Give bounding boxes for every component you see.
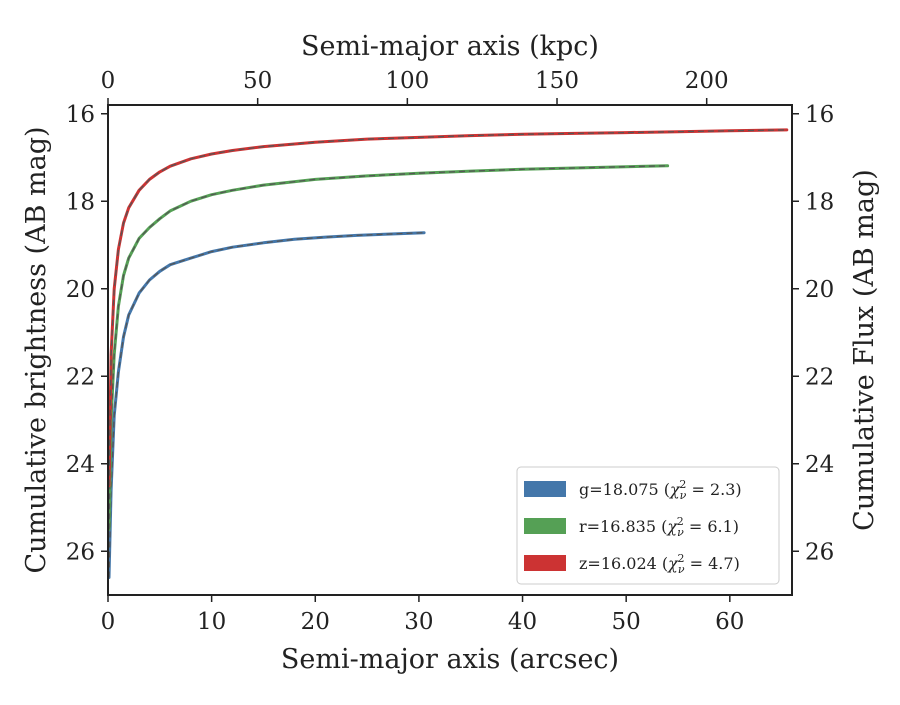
right-y-axis-title: Cumulative Flux (AB mag) xyxy=(849,169,880,531)
top-x-tick-label: 50 xyxy=(243,68,272,94)
y-axis-title: Cumulative brightness (AB mag) xyxy=(21,126,52,573)
x-tick-label: 60 xyxy=(715,609,744,635)
top-x-tick-label: 100 xyxy=(385,68,429,94)
plot-area xyxy=(107,128,789,579)
x-tick-label: 0 xyxy=(101,609,116,635)
plot-frame xyxy=(107,104,793,596)
model-line-g xyxy=(108,232,425,578)
right-y-tick-label: 26 xyxy=(805,539,834,565)
x-tick-label: 50 xyxy=(612,609,641,635)
y-tick-label: 26 xyxy=(66,539,95,565)
y-tick-label: 24 xyxy=(66,452,95,478)
legend-swatch-z xyxy=(524,555,566,571)
top-x-tick-label: 200 xyxy=(685,68,729,94)
x-tick-label: 40 xyxy=(508,609,537,635)
top-x-axis-title: Semi-major axis (kpc) xyxy=(301,31,599,62)
legend-swatch-r xyxy=(524,518,566,534)
legend-label-r: r=16.835 (χν2 = 6.1) xyxy=(579,515,739,539)
x-tick-label: 10 xyxy=(197,609,226,635)
y-tick-label: 22 xyxy=(66,364,95,390)
x-tick-label: 30 xyxy=(404,609,433,635)
right-y-tick-label: 16 xyxy=(805,102,834,128)
legend-frame xyxy=(516,466,780,585)
model-line-z xyxy=(108,129,787,486)
legend-swatch-g xyxy=(524,481,566,497)
model-line-r xyxy=(108,165,668,530)
top-x-tick-label: 150 xyxy=(535,68,579,94)
right-y-tick-label: 20 xyxy=(805,277,834,303)
legend-label-g: g=18.075 (χν2 = 2.3) xyxy=(579,478,742,502)
y-tick-label: 16 xyxy=(66,102,95,128)
right-y-tick-label: 18 xyxy=(805,189,834,215)
right-y-tick-label: 24 xyxy=(805,452,834,478)
x-axis-title: Semi-major axis (arcsec) xyxy=(281,644,619,675)
legend-label-z: z=16.024 (χν2 = 4.7) xyxy=(579,552,740,576)
legend: g=18.075 (χν2 = 2.3) r=16.835 (χν2 = 6.1)… xyxy=(516,466,780,585)
right-y-tick-label: 22 xyxy=(805,364,834,390)
y-tick-label: 18 xyxy=(66,189,95,215)
axes: 0 10 20 30 40 50 60 0 50 100 150 200 16 16 18 18 20 20 22 2… xyxy=(66,68,835,635)
x-tick-label: 20 xyxy=(301,609,330,635)
y-tick-label: 20 xyxy=(66,277,95,303)
top-x-tick-label: 0 xyxy=(101,68,116,94)
